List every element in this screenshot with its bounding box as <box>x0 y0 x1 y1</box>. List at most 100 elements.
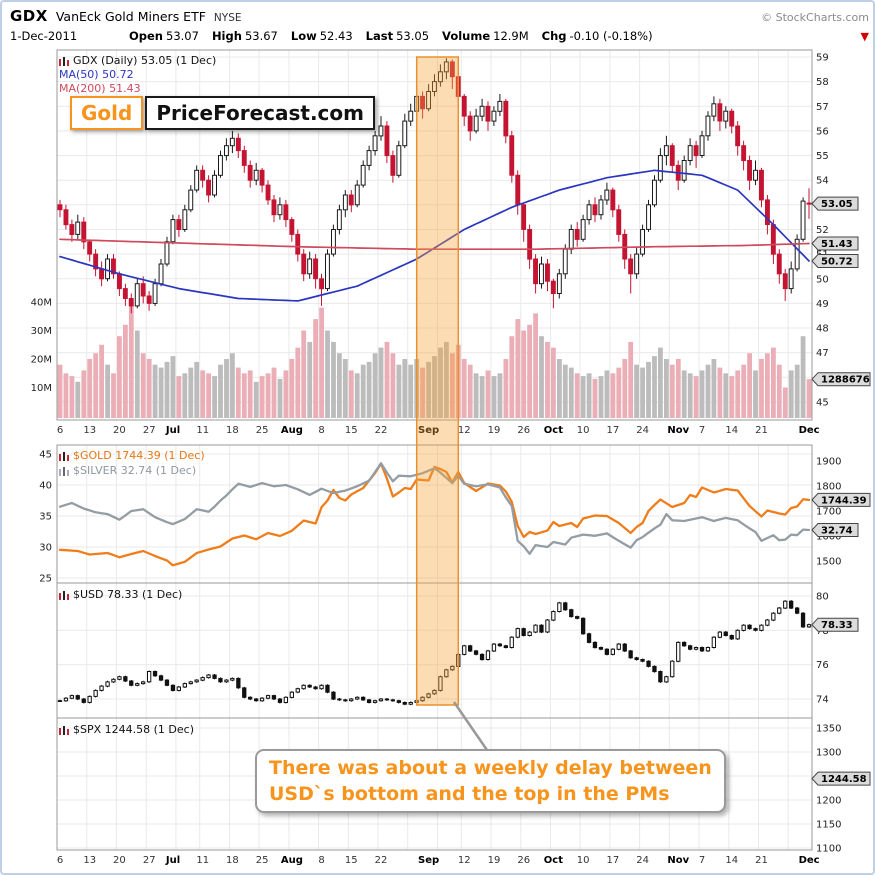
svg-text:53.05: 53.05 <box>821 199 853 210</box>
symbol: GDX <box>10 7 48 25</box>
svg-text:58: 58 <box>816 77 829 88</box>
svg-text:1100: 1100 <box>816 844 841 855</box>
watermark-badge: Gold PriceForecast.com <box>70 96 375 130</box>
svg-text:74: 74 <box>816 695 829 706</box>
quote-last: Last 53.05 <box>365 29 430 43</box>
quote-date: 1-Dec-2011 <box>10 29 78 43</box>
svg-text:Oct: Oct <box>544 855 563 866</box>
quote-change: Chg -0.10 (-0.18%) <box>541 29 653 43</box>
svg-text:40M: 40M <box>31 298 52 309</box>
svg-text:25: 25 <box>256 855 269 866</box>
svg-text:15: 15 <box>345 855 358 866</box>
svg-text:45: 45 <box>39 450 52 461</box>
annotation-line1: There was about a weekly delay between <box>269 757 712 779</box>
ma200-legend: MA(200) 51.43 <box>59 82 141 95</box>
svg-text:11: 11 <box>196 855 209 866</box>
svg-text:Nov: Nov <box>667 425 689 436</box>
annotation-callout: There was about a weekly delay between U… <box>255 749 726 813</box>
svg-text:11: 11 <box>196 425 209 436</box>
svg-text:18: 18 <box>226 425 239 436</box>
svg-text:22: 22 <box>375 855 388 866</box>
svg-text:1900: 1900 <box>816 457 841 468</box>
silver-legend: $SILVER 32.74 (1 Dec) <box>59 464 196 477</box>
svg-text:Jul: Jul <box>165 855 180 866</box>
svg-text:7: 7 <box>699 425 705 436</box>
svg-text:18: 18 <box>226 855 239 866</box>
svg-text:20: 20 <box>113 855 126 866</box>
svg-text:56: 56 <box>816 126 829 137</box>
svg-text:30: 30 <box>39 543 52 554</box>
svg-text:45: 45 <box>816 398 829 409</box>
gold-legend-label: $GOLD 1744.39 (1 Dec) <box>73 449 205 462</box>
svg-text:Aug: Aug <box>281 425 303 436</box>
svg-text:55: 55 <box>816 151 829 162</box>
svg-text:78.33: 78.33 <box>821 620 853 631</box>
svg-text:50.72: 50.72 <box>821 257 853 268</box>
svg-text:30M: 30M <box>31 326 52 337</box>
company-name: VanEck Gold Miners ETF <box>55 9 206 24</box>
svg-text:1200: 1200 <box>816 796 841 807</box>
chart-type-icon <box>59 590 69 600</box>
ma50-legend: MA(50) 50.72 <box>59 68 134 81</box>
svg-text:52: 52 <box>816 225 829 236</box>
silver-legend-label: $SILVER 32.74 (1 Dec) <box>73 464 197 477</box>
usd-legend-label: $USD 78.33 (1 Dec) <box>73 588 183 601</box>
svg-text:14: 14 <box>725 855 738 866</box>
chart-type-icon <box>59 466 69 476</box>
svg-text:Oct: Oct <box>544 425 563 436</box>
svg-text:13: 13 <box>83 425 96 436</box>
chevron-down-icon[interactable]: ▼ <box>860 30 869 43</box>
stockcharts-copyright: © StockCharts.com <box>761 11 869 24</box>
svg-text:1244.58: 1244.58 <box>821 774 867 785</box>
svg-text:25: 25 <box>256 425 269 436</box>
svg-text:Nov: Nov <box>667 855 689 866</box>
svg-text:57: 57 <box>816 102 829 113</box>
svg-text:Dec: Dec <box>799 425 820 436</box>
gdx-legend-label: GDX (Daily) 53.05 (1 Dec) <box>73 54 217 67</box>
svg-text:27: 27 <box>143 855 156 866</box>
svg-text:26: 26 <box>517 855 530 866</box>
svg-text:19: 19 <box>488 425 501 436</box>
svg-text:Sep: Sep <box>418 855 439 866</box>
watermark-gold-label: Gold <box>70 96 144 130</box>
svg-text:47: 47 <box>816 348 829 359</box>
svg-text:40: 40 <box>39 481 52 492</box>
svg-text:1350: 1350 <box>816 724 841 735</box>
quote-low: Low 52.43 <box>290 29 353 43</box>
svg-text:10: 10 <box>577 425 590 436</box>
svg-text:6: 6 <box>57 855 63 866</box>
quote-high: High 53.67 <box>211 29 278 43</box>
svg-text:12: 12 <box>458 855 471 866</box>
svg-text:8: 8 <box>318 855 324 866</box>
quote-open: Open 53.07 <box>129 29 199 43</box>
svg-text:48: 48 <box>816 324 829 335</box>
svg-text:17: 17 <box>607 425 620 436</box>
svg-text:76: 76 <box>816 660 829 671</box>
spx-legend: $SPX 1244.58 (1 Dec) <box>59 723 194 736</box>
usd-legend: $USD 78.33 (1 Dec) <box>59 588 182 601</box>
svg-text:50: 50 <box>816 274 829 285</box>
watermark-site-label: PriceForecast.com <box>145 96 375 130</box>
annotation-line2: USD`s bottom and the top in the PMs <box>269 783 670 805</box>
svg-text:32.74: 32.74 <box>821 526 853 537</box>
svg-text:25: 25 <box>39 574 52 585</box>
quote-strip: 1-Dec-2011 Open 53.07 High 53.67 Low 52.43 … <box>10 29 869 43</box>
svg-text:Sep: Sep <box>418 425 439 436</box>
svg-text:1700: 1700 <box>816 507 841 518</box>
svg-text:22: 22 <box>375 425 388 436</box>
svg-text:24: 24 <box>636 425 649 436</box>
svg-text:Aug: Aug <box>281 855 303 866</box>
svg-text:10M: 10M <box>31 383 52 394</box>
spx-legend-label: $SPX 1244.58 (1 Dec) <box>73 723 194 736</box>
svg-text:1150: 1150 <box>816 820 841 831</box>
svg-text:21: 21 <box>755 855 768 866</box>
svg-text:54: 54 <box>816 176 829 187</box>
svg-text:15: 15 <box>345 425 358 436</box>
svg-text:17: 17 <box>607 855 620 866</box>
svg-text:26: 26 <box>517 425 530 436</box>
svg-text:1300: 1300 <box>816 748 841 759</box>
svg-text:20M: 20M <box>31 355 52 366</box>
svg-text:24: 24 <box>636 855 649 866</box>
